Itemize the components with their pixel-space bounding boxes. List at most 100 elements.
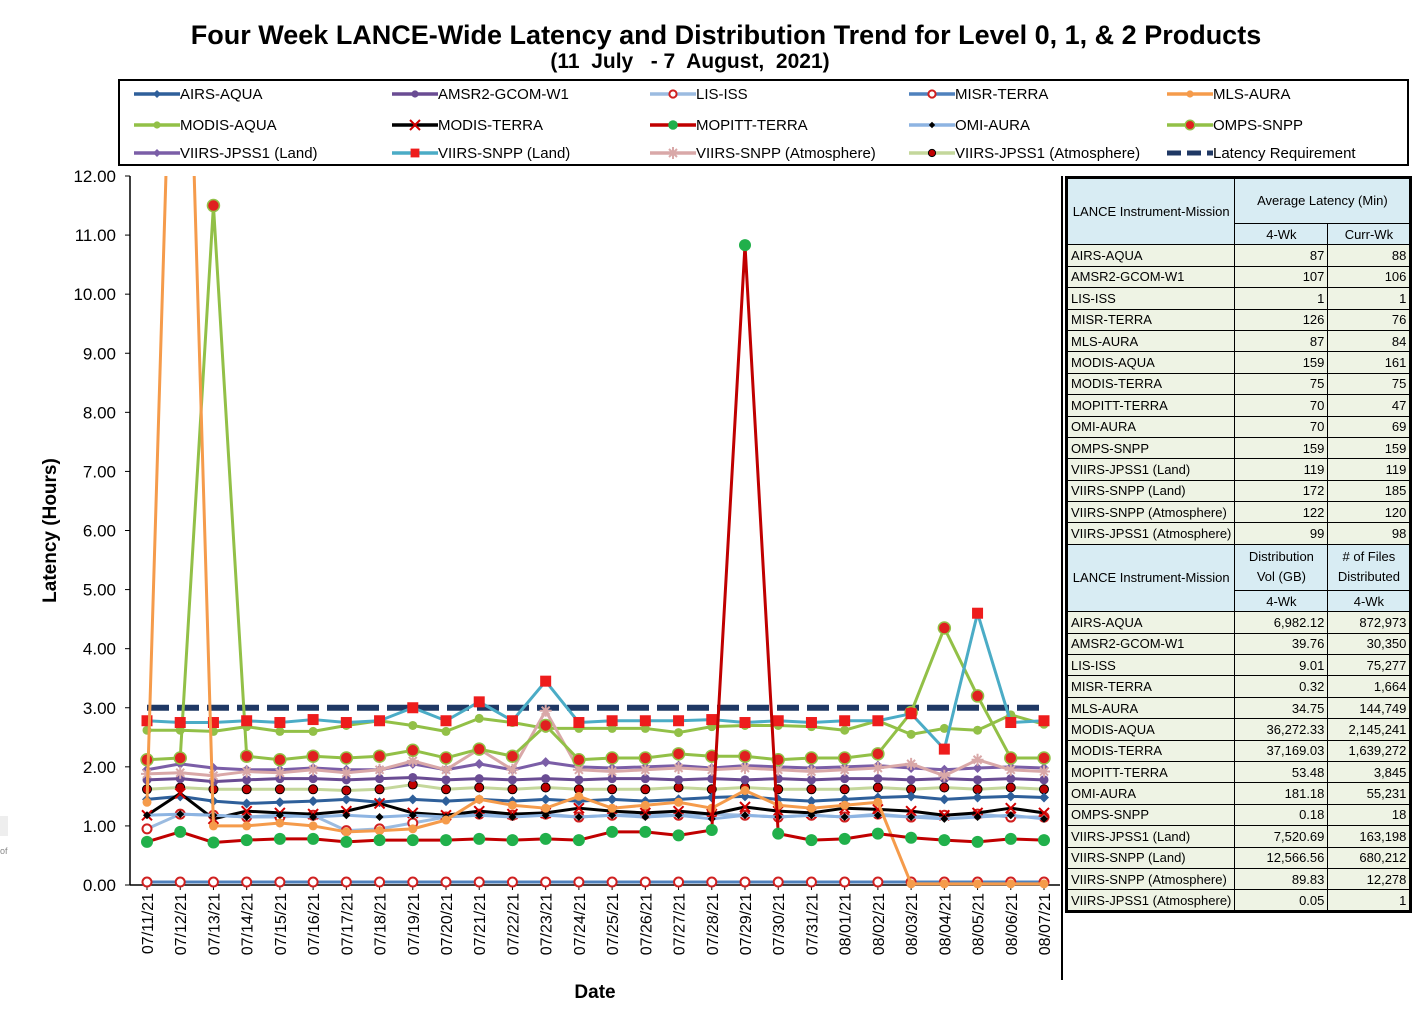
- data-point: [339, 751, 354, 765]
- x-tick-label: 08/04/21: [937, 893, 954, 955]
- table-row: LIS-ISS 9.01 75,277: [1065, 654, 1412, 677]
- legend-marker: [667, 147, 679, 159]
- table-header-4wk: 4-Wk: [1327, 589, 1412, 613]
- instrument-name: MODIS-TERRA: [1065, 739, 1236, 762]
- distribution-volume: 37,169.03: [1234, 739, 1329, 762]
- latency-4wk: 126: [1234, 308, 1329, 331]
- data-point: [408, 720, 418, 730]
- data-point: [174, 825, 187, 838]
- data-point: [242, 775, 252, 785]
- data-point: [1039, 775, 1049, 785]
- data-point: [738, 749, 752, 763]
- table-row: VIIRS-JPSS1 (Land) 119 119: [1065, 458, 1412, 481]
- latency-currwk: 1: [1327, 287, 1412, 310]
- data-point: [872, 715, 884, 727]
- x-tick-label: 07/23/21: [539, 893, 556, 955]
- x-tick-label: 08/06/21: [1004, 893, 1021, 955]
- latency-4wk: 119: [1234, 458, 1329, 481]
- latency-4wk: 75: [1234, 372, 1329, 396]
- data-point: [606, 876, 618, 888]
- y-axis-title: Latency (Hours): [40, 458, 61, 603]
- data-point: [772, 715, 784, 727]
- latency-currwk: 106: [1327, 265, 1412, 289]
- data-point: [972, 784, 983, 795]
- files-distributed: 12,278: [1327, 867, 1412, 891]
- data-point: [540, 757, 551, 768]
- data-point: [141, 876, 153, 888]
- data-point: [906, 729, 916, 739]
- chart-legend: AIRS-AQUA AMSR2-GCOM-W1 LIS-ISS MISR-TERRA M…: [118, 79, 1409, 166]
- data-point: [308, 796, 319, 807]
- data-point: [240, 765, 253, 778]
- data-point: [274, 784, 285, 795]
- series-line: [146, 783, 1045, 792]
- latency-currwk: 69: [1327, 415, 1412, 438]
- data-point: [972, 763, 983, 774]
- data-point: [540, 675, 552, 687]
- y-tick-label: 11.00: [75, 226, 116, 245]
- x-tick-label: 07/24/21: [572, 893, 589, 955]
- distribution-volume: 36,272.33: [1234, 718, 1329, 741]
- table-row: 4-Wk Curr-Wk: [1067, 222, 1412, 246]
- table-row: MLS-AURA 87 84: [1065, 329, 1412, 353]
- data-point: [1039, 879, 1049, 889]
- data-point: [440, 763, 452, 776]
- data-point: [873, 797, 883, 807]
- data-point: [972, 792, 983, 803]
- series-line: [146, 775, 1045, 784]
- data-point: [607, 784, 618, 795]
- data-point: [805, 876, 817, 888]
- table-header-4wk: 4-Wk: [1234, 222, 1329, 246]
- files-distributed: 1,639,272: [1327, 739, 1412, 762]
- data-point: [674, 775, 684, 785]
- x-tick-label: 07/20/21: [439, 893, 456, 955]
- data-point: [340, 717, 352, 729]
- data-point: [507, 800, 517, 810]
- data-point: [938, 769, 951, 782]
- data-point: [938, 834, 951, 847]
- table-row: VIIRS-SNPP (Land) 12,566.56 680,212: [1065, 846, 1412, 869]
- data-point: [340, 766, 353, 779]
- table-row: OMPS-SNPP 0.18 18: [1065, 803, 1412, 827]
- data-point: [606, 765, 619, 778]
- latency-currwk: 88: [1327, 244, 1412, 267]
- data-point: [239, 749, 254, 763]
- x-tick-label: 07/14/21: [240, 893, 257, 955]
- latency-currwk: 84: [1327, 329, 1412, 353]
- table-row: VIIRS-JPSS1 (Atmosphere) 99 98: [1065, 522, 1412, 545]
- x-tick-label: 07/29/21: [738, 893, 755, 955]
- data-point: [971, 835, 984, 848]
- instrument-name: MISR-TERRA: [1065, 675, 1236, 698]
- data-point: [607, 794, 618, 805]
- data-point: [739, 239, 751, 252]
- data-point: [872, 782, 883, 793]
- legend-marker: [153, 121, 161, 129]
- side-note-text: of: [0, 846, 8, 856]
- data-point: [242, 813, 251, 822]
- data-point: [907, 813, 916, 822]
- latency-currwk: 98: [1327, 522, 1412, 545]
- data-point: [273, 766, 286, 779]
- instrument-name: MODIS-AQUA: [1065, 351, 1236, 374]
- latency-currwk: 161: [1327, 351, 1412, 374]
- data-point: [406, 743, 420, 758]
- series-viirs-snpp-atmosphere: [141, 704, 1050, 782]
- data-point: [972, 607, 984, 619]
- table-header-volume: Distribution Vol (GB): [1234, 543, 1329, 591]
- instrument-name: VIIRS-SNPP (Atmosphere): [1065, 867, 1236, 891]
- latency-currwk: 119: [1327, 458, 1412, 481]
- data-point: [939, 723, 949, 733]
- data-point: [539, 704, 552, 717]
- legend-label: MISR-TERRA: [955, 86, 1048, 103]
- latency-4wk: 87: [1234, 244, 1329, 267]
- distribution-volume: 7,520.69: [1234, 825, 1329, 848]
- x-tick-label: 07/16/21: [306, 893, 323, 955]
- data-point: [507, 784, 518, 795]
- legend-marker: [153, 90, 161, 98]
- data-point: [806, 784, 817, 795]
- data-point: [938, 743, 950, 755]
- legend-marker: [928, 121, 936, 129]
- y-tick-label: 4.00: [83, 640, 116, 659]
- data-point: [540, 782, 551, 793]
- data-point: [973, 725, 983, 735]
